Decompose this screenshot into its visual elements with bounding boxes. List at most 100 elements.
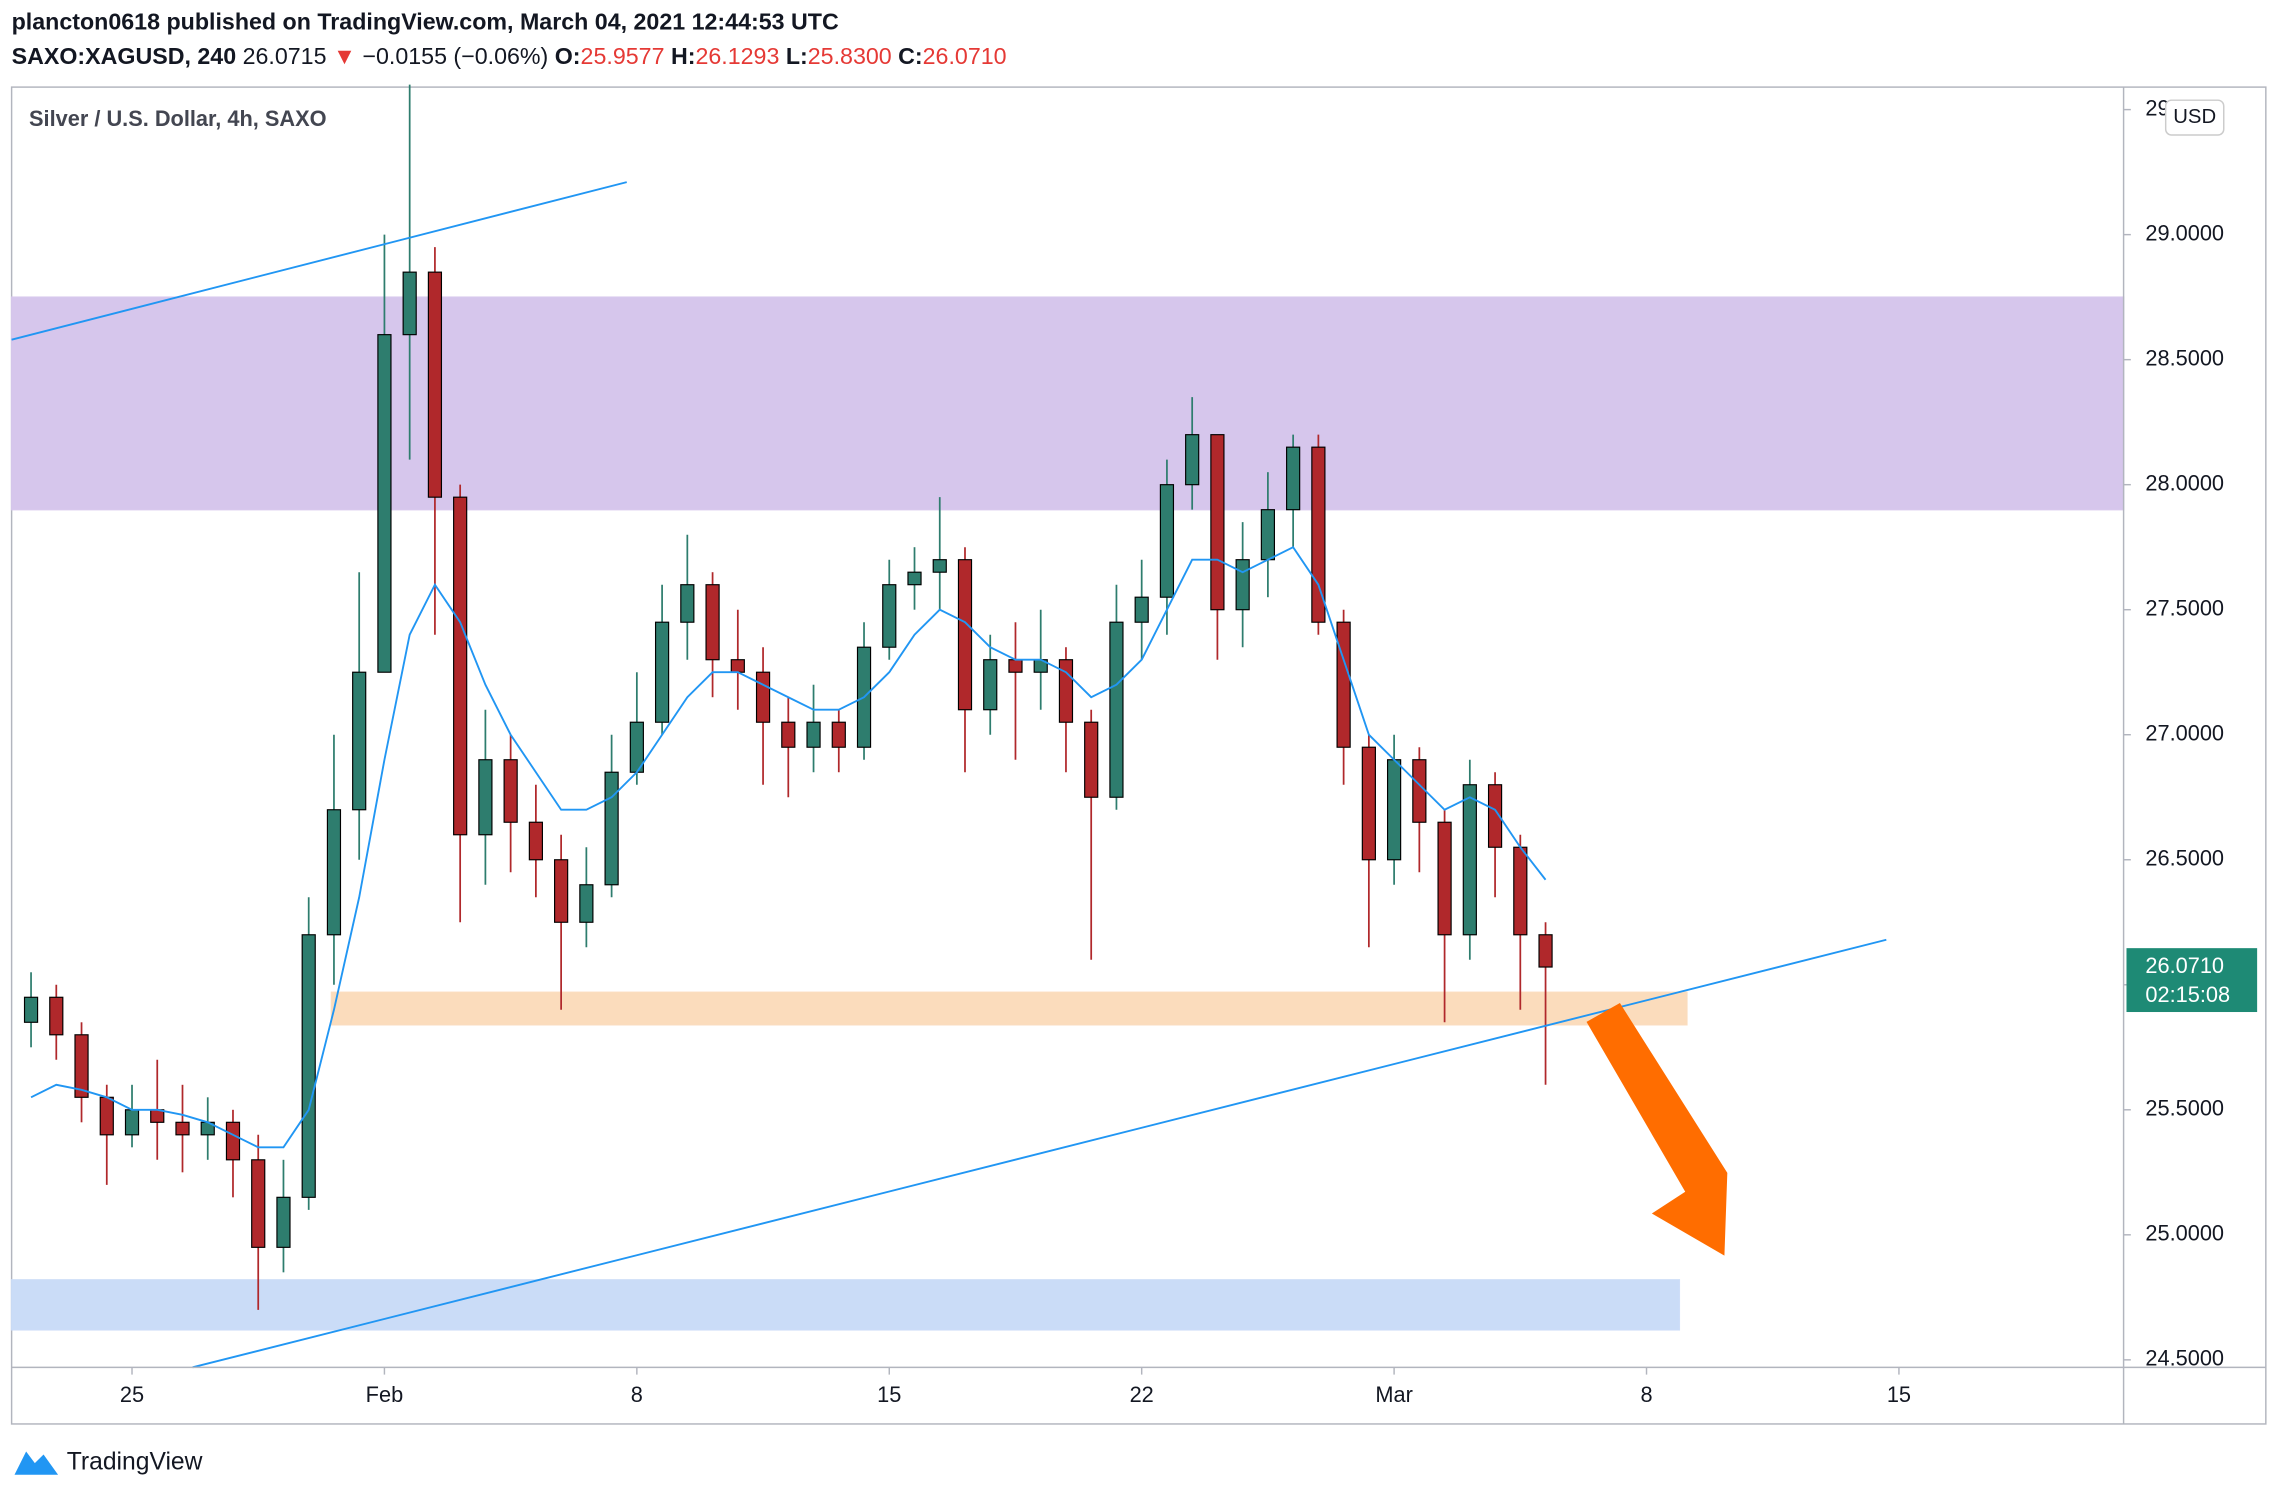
candle-body — [983, 659, 998, 711]
candle-body — [1286, 446, 1301, 511]
x-tick-label: 22 — [1130, 1382, 1154, 1407]
candle-body — [1538, 934, 1553, 968]
last-price-tag — [2126, 948, 2258, 1013]
candle-body — [1084, 721, 1099, 798]
zone — [10, 296, 2125, 511]
x-tick-label: 8 — [631, 1382, 643, 1407]
footer-logo — [14, 1451, 59, 1475]
publisher: plancton0618 published on TradingView.co… — [12, 8, 839, 34]
candle-body — [402, 271, 417, 336]
l: 25.8300 — [808, 43, 892, 69]
candle-body — [528, 821, 543, 861]
o-label: O: — [555, 43, 581, 69]
candle-body — [1361, 746, 1376, 861]
change: −0.0155 (−0.06%) — [362, 43, 548, 69]
candle-body — [175, 1121, 190, 1136]
x-tick-label: Feb — [366, 1382, 404, 1407]
candle-body — [907, 571, 922, 586]
price-axis: 24.500025.000025.500026.000026.500027.00… — [120, 95, 2258, 1407]
change-arrow: ▼ — [333, 43, 356, 69]
header-line: SAXO:XAGUSD, 240 26.0715 ▼ −0.0155 (−0.0… — [12, 43, 1007, 69]
candle-body — [23, 996, 39, 1023]
y-tick-label: 28.0000 — [2145, 470, 2224, 495]
candle-body — [74, 1034, 89, 1098]
candle-body — [1260, 509, 1276, 561]
x-tick-label: 15 — [877, 1382, 901, 1407]
y-tick-label: 24.5000 — [2145, 1346, 2224, 1371]
zone — [10, 1279, 1681, 1331]
candle-body — [1462, 784, 1477, 936]
candle-body — [705, 584, 720, 661]
candle-body — [99, 1096, 114, 1136]
y-tick-label: 28.5000 — [2145, 345, 2224, 370]
candle-body — [1437, 821, 1452, 936]
frame — [10, 86, 2267, 1425]
candle-body — [579, 884, 594, 923]
candle-body — [1235, 559, 1250, 611]
candle-body — [1210, 434, 1225, 611]
candle-body — [225, 1121, 241, 1161]
logo-icon — [14, 1451, 59, 1475]
countdown: 02:15:08 — [2145, 982, 2230, 1007]
h-label: H: — [671, 43, 696, 69]
y-tick-label: 25.5000 — [2145, 1096, 2224, 1121]
candle-body — [932, 559, 947, 573]
plot — [10, 84, 2125, 1369]
candle-body — [831, 721, 846, 748]
x-tick-label: Mar — [1375, 1382, 1412, 1407]
symbol: SAXO:XAGUSD, 240 — [12, 43, 237, 69]
candle-body — [957, 559, 973, 711]
candle-body — [781, 721, 796, 748]
candle-body — [326, 809, 342, 936]
candle-body — [251, 1159, 266, 1248]
x-tick-label: 25 — [120, 1382, 144, 1407]
candle-body — [806, 721, 821, 748]
candle-body — [1336, 621, 1351, 748]
candle-body — [124, 1109, 140, 1136]
legend-title: Silver / U.S. Dollar, 4h, SAXO — [29, 106, 327, 131]
candle-body — [654, 621, 670, 723]
candle-body — [478, 759, 493, 836]
candle-body — [554, 859, 569, 923]
candle-body — [1159, 484, 1175, 598]
y-tick-label: 27.5000 — [2145, 595, 2224, 620]
candle-body — [301, 934, 316, 1198]
c-label: C: — [898, 43, 923, 69]
arrow — [1586, 1003, 1728, 1256]
x-tick-label: 15 — [1887, 1382, 1911, 1407]
candle-body — [1008, 659, 1023, 673]
candle-body — [730, 659, 745, 673]
candle-body — [1487, 784, 1503, 848]
candle-body — [427, 271, 443, 498]
candle-body — [1386, 759, 1402, 861]
c: 26.0710 — [923, 43, 1007, 69]
brand: TradingView — [67, 1449, 203, 1476]
h: 26.1293 — [695, 43, 779, 69]
y-tick-label: 26.5000 — [2145, 846, 2224, 871]
candle-body — [276, 1196, 291, 1248]
o: 25.9577 — [581, 43, 665, 69]
last: 26.0715 — [243, 43, 327, 69]
trendline — [11, 181, 627, 341]
currency-badge — [2164, 99, 2225, 136]
candle-body — [1109, 621, 1124, 798]
candle-body — [604, 771, 619, 886]
currency: USD — [2173, 106, 2216, 128]
candle-body — [1134, 596, 1149, 623]
candle-body — [150, 1109, 165, 1123]
y-tick-label: 29.0000 — [2145, 220, 2224, 245]
candle-body — [352, 671, 367, 811]
l-label: L: — [786, 43, 808, 69]
last-price-label: 26.0710 — [2145, 953, 2224, 978]
candle-body — [1513, 846, 1528, 936]
x-tick-label: 8 — [1640, 1382, 1652, 1407]
moving-average — [30, 545, 1547, 1149]
candle-body — [503, 759, 518, 823]
candle-body — [882, 584, 897, 648]
candle-body — [1185, 434, 1200, 486]
y-tick-label: 27.0000 — [2145, 720, 2224, 745]
candle-body — [49, 996, 64, 1036]
trendline — [192, 938, 1887, 1369]
